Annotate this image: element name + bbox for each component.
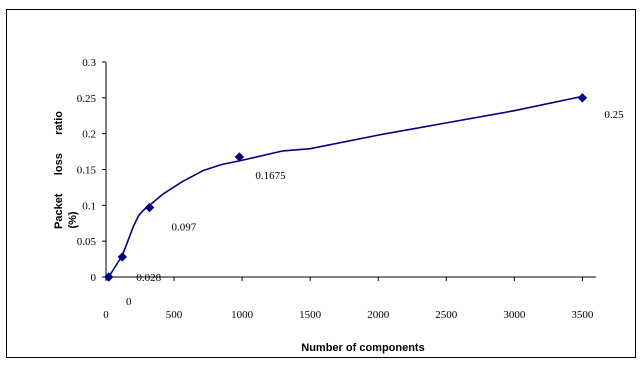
x-tick-label: 1500 — [299, 309, 322, 321]
label-layer: Number of components Packet loss ratio (… — [53, 111, 425, 354]
x-tick-label: 2500 — [435, 309, 458, 321]
x-tick-label: 0 — [103, 309, 109, 321]
plot-layer: 0 0.05 0.1 0.15 0.2 0.25 0.3 0 500 1000 1500 2000 25… — [77, 57, 624, 321]
data-label: 0 — [126, 296, 132, 308]
data-point-marker — [577, 93, 588, 103]
y-tick-label: 0.2 — [82, 129, 96, 141]
x-tick-label: 3500 — [571, 309, 594, 321]
x-tick-label: 1000 — [231, 309, 254, 321]
y-tick-label: 0.1 — [82, 200, 96, 212]
y-tick-label: 0.15 — [77, 165, 97, 177]
data-point-marker — [104, 272, 114, 282]
data-label: 0.097 — [172, 221, 197, 233]
series-line — [108, 95, 583, 278]
data-point-marker — [144, 202, 155, 213]
data-point-marker — [234, 152, 245, 162]
x-tick-label: 500 — [166, 309, 183, 321]
data-label: 0.028 — [136, 272, 161, 284]
x-axis-title: Number of components — [301, 342, 424, 354]
y-tick-label: 0.05 — [77, 236, 97, 248]
y-tick-label: 0.3 — [82, 57, 96, 69]
y-tick-label: 0 — [91, 272, 97, 284]
data-point-marker — [117, 252, 128, 262]
data-label: 0.25 — [604, 109, 624, 121]
chart-area-border — [6, 9, 636, 358]
y-axis-title-line-2: (%) — [67, 211, 79, 228]
x-tick-label: 3000 — [503, 309, 526, 321]
data-label: 0.1675 — [255, 170, 286, 182]
x-tick-label: 2000 — [367, 309, 390, 321]
y-tick-label: 0.25 — [77, 93, 97, 105]
y-axis-title-line-1: Packet loss ratio — [53, 111, 65, 229]
